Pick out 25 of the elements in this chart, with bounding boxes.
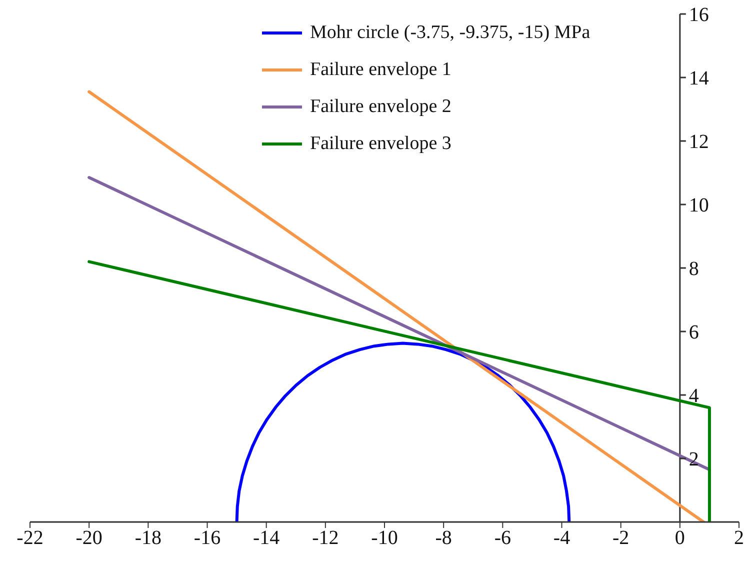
y-tick-label: 16	[688, 4, 709, 26]
y-tick-label: 14	[688, 68, 709, 90]
legend-label: Failure envelope 1	[310, 58, 452, 80]
legend-label: Failure envelope 2	[310, 96, 452, 118]
x-tick-label: -6	[494, 527, 512, 550]
x-tick-label: -18	[134, 527, 162, 550]
x-tick-label: -4	[553, 527, 570, 550]
y-tick-label: 6	[688, 322, 699, 344]
x-tick-label: -2	[612, 527, 630, 550]
x-tick-label: -14	[252, 527, 280, 550]
x-tick-label: -12	[312, 527, 339, 550]
x-tick-label: 0	[674, 527, 685, 550]
x-tick-label: -16	[194, 527, 221, 550]
x-tick-label: -10	[371, 527, 398, 550]
x-tick-label: 2	[734, 527, 744, 550]
y-tick-label: 12	[688, 131, 709, 153]
x-tick-label: -22	[16, 527, 44, 550]
legend-label: Failure envelope 3	[310, 132, 452, 154]
x-tick-label: -8	[435, 527, 452, 550]
y-tick-label: 8	[688, 258, 699, 280]
y-tick-label: 4	[688, 385, 699, 407]
y-tick-label: 10	[688, 194, 709, 216]
line-series	[235, 342, 571, 522]
legend-label: Mohr circle (-3.75, -9.375, -15) MPa	[310, 22, 590, 44]
x-tick-label: -20	[76, 527, 102, 550]
